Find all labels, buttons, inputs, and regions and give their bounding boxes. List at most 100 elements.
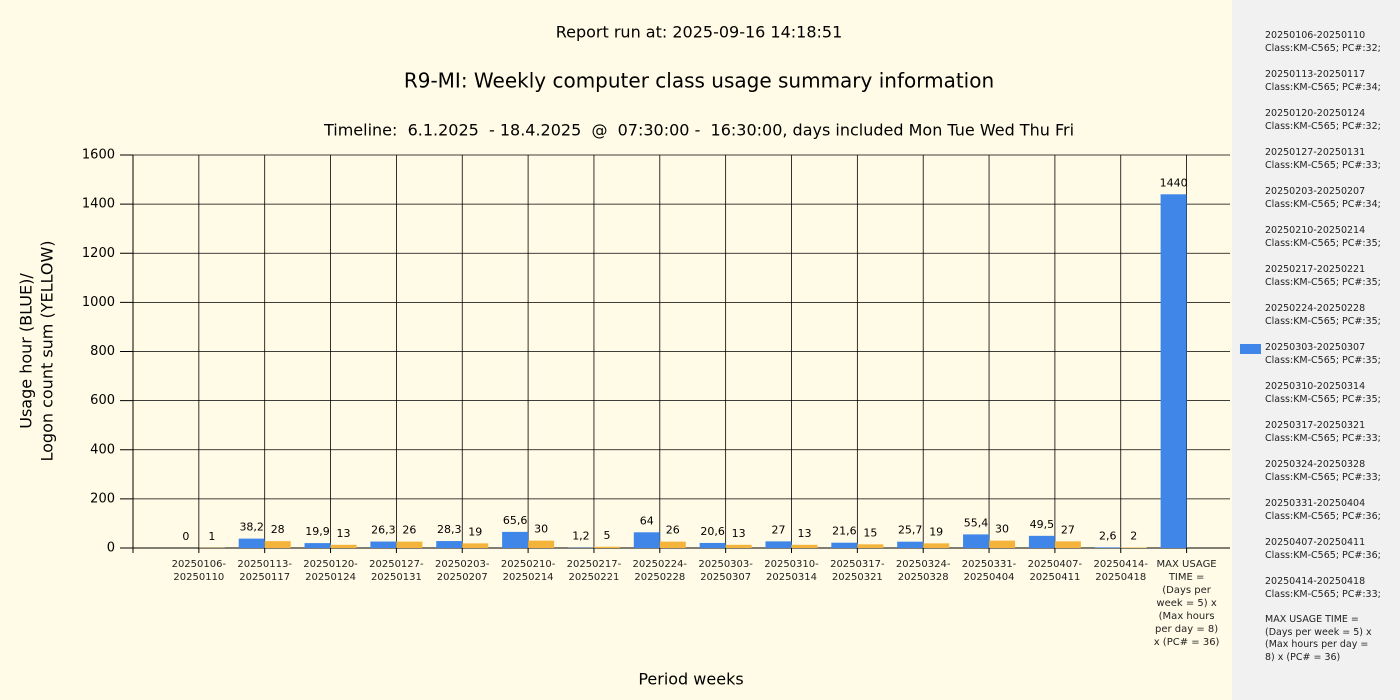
legend-info: Class:KM-C565; PC#:33;: [1265, 589, 1381, 600]
bar: [238, 538, 265, 548]
value-label: 2: [1130, 530, 1137, 543]
x-tick-label: 20250303-20250307: [698, 559, 753, 583]
legend-period: 20250203-20250207: [1265, 186, 1366, 197]
y-tick-label: 1600: [82, 148, 115, 163]
value-label: 26: [402, 524, 416, 537]
legend-info: Class:KM-C565; PC#:35;: [1265, 355, 1381, 366]
bar: [989, 540, 1016, 548]
legend-period: 20250407-20250411: [1265, 537, 1366, 548]
bar: [264, 541, 291, 548]
legend-period: 20250120-20250124: [1265, 108, 1366, 119]
bar: [502, 531, 529, 548]
legend-period: 20250127-20250131: [1265, 147, 1366, 158]
x-tick-label: 20250217-20250221: [566, 559, 622, 583]
value-label: 1440: [1160, 176, 1188, 189]
bar: [462, 543, 489, 548]
bar: [633, 532, 660, 548]
value-label: 25,7: [898, 524, 923, 537]
legend-period: 20250324-20250328: [1265, 459, 1366, 470]
bar: [765, 541, 792, 548]
bar: [436, 541, 463, 548]
legend-info: Class:KM-C565; PC#:32;: [1265, 43, 1381, 54]
value-label: 13: [337, 527, 351, 540]
legend-info: Class:KM-C565; PC#:36;: [1265, 550, 1381, 561]
value-label: 30: [995, 523, 1009, 536]
bar: [1160, 194, 1187, 549]
y-tick-label: 1000: [82, 295, 115, 310]
bar: [593, 546, 620, 548]
bar: [857, 544, 884, 548]
x-axis-label: Period weeks: [638, 670, 743, 689]
legend-info: Class:KM-C565; PC#:35;: [1265, 394, 1381, 405]
legend-period: 20250414-20250418: [1265, 576, 1366, 587]
legend-period: 20250317-20250321: [1265, 420, 1366, 431]
bar: [963, 534, 990, 548]
value-label: 19: [929, 525, 943, 538]
bar: [330, 544, 357, 548]
legend-period: 20250113-20250117: [1265, 69, 1366, 80]
legend-info: Class:KM-C565; PC#:35;: [1265, 277, 1381, 288]
bar: [699, 542, 726, 548]
value-label: 1,2: [572, 530, 590, 543]
x-tick-label: 20250331-20250404: [961, 559, 1017, 583]
x-tick-label: 20250324-20250328: [895, 559, 951, 583]
y-tick-label: 1400: [82, 197, 115, 212]
bar: [1028, 535, 1055, 548]
legend-swatch: [1240, 344, 1261, 354]
y-tick-label: 800: [90, 344, 115, 359]
value-label: 19: [468, 525, 482, 538]
value-label: 28,3: [437, 523, 462, 536]
legend-info: Class:KM-C565; PC#:35;: [1265, 316, 1381, 327]
value-label: 26,3: [371, 524, 396, 537]
legend-info: Class:KM-C565; PC#:35;: [1265, 238, 1381, 249]
x-tick-label: 20250106-20250110: [171, 559, 227, 583]
y-tick-label: 0: [107, 541, 115, 556]
value-label: 65,6: [503, 514, 528, 527]
y-axis-label: Usage hour (BLUE)/: [17, 273, 36, 429]
value-label: 27: [1061, 523, 1075, 536]
value-label: 1: [208, 530, 215, 543]
legend-info: Class:KM-C565; PC#:33;: [1265, 472, 1381, 483]
legend-period: 20250224-20250228: [1265, 303, 1366, 314]
value-label: 64: [640, 514, 654, 527]
x-tick-label: 20250113-20250117: [237, 559, 292, 583]
y-tick-label: 400: [90, 442, 115, 457]
x-tick-label: MAX USAGE TIME = (Days per week = 5) x (…: [1153, 559, 1220, 648]
legend-period: 20250303-20250307: [1265, 342, 1366, 353]
value-label: 28: [271, 523, 285, 536]
bar: [791, 544, 818, 548]
bar: [1054, 541, 1081, 548]
x-tick-label: 20250120-20250124: [303, 559, 358, 583]
chart-title: R9-MI: Weekly computer class usage summa…: [404, 69, 994, 93]
value-label: 15: [863, 526, 877, 539]
report-run: Report run at: 2025-09-16 14:18:51: [556, 23, 843, 42]
legend-info: Class:KM-C565; PC#:34;: [1265, 82, 1381, 93]
bar: [923, 543, 950, 548]
value-label: 0: [182, 530, 189, 543]
value-label: 21,6: [832, 525, 857, 538]
value-label: 5: [603, 529, 610, 542]
x-tick-label: 20250224-20250228: [632, 559, 688, 583]
legend-period: 20250331-20250404: [1265, 498, 1366, 509]
bar: [370, 541, 397, 548]
chart-subtitle: Timeline: 6.1.2025 - 18.4.2025 @ 07:30:0…: [323, 121, 1074, 140]
value-label: 27: [772, 523, 786, 536]
y-axis-label: Logon count sum (YELLOW): [38, 240, 57, 461]
chart: Report run at: 2025-09-16 14:18:51 R9-MI…: [17, 23, 1230, 689]
legend-swatch-area: [1240, 344, 1261, 354]
bar: [396, 541, 423, 548]
legend-info: Class:KM-C565; PC#:36;: [1265, 511, 1381, 522]
value-label: 30: [534, 523, 548, 536]
x-tick-label: 20250414-20250418: [1093, 559, 1148, 583]
legend-info: Class:KM-C565; PC#:32;: [1265, 121, 1381, 132]
legend-info: Class:KM-C565; PC#:33;: [1265, 160, 1381, 171]
bar: [528, 540, 555, 548]
value-label: 20,6: [700, 525, 725, 538]
value-label: 26: [666, 524, 680, 537]
bar: [1094, 547, 1121, 548]
x-tick-label: 20250127-20250131: [369, 559, 424, 583]
bar: [831, 542, 858, 548]
legend-period: MAX USAGE TIME = (Days per week = 5) x (…: [1265, 614, 1372, 663]
legend-info: Class:KM-C565; PC#:33;: [1265, 433, 1381, 444]
value-label: 2,6: [1099, 529, 1117, 542]
